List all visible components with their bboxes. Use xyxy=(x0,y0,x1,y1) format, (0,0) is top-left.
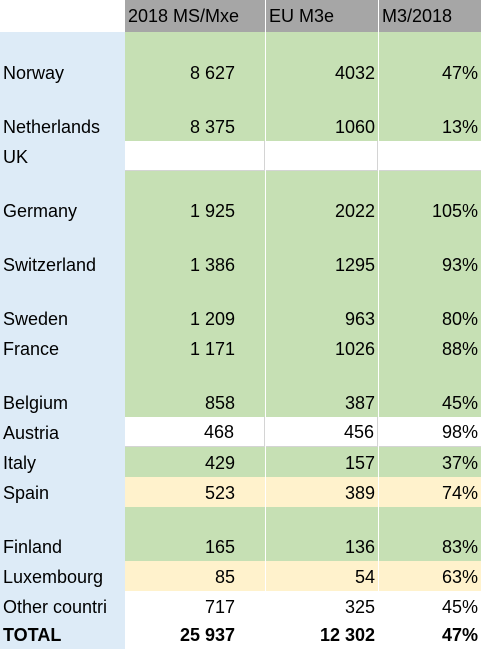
total-eu-cell[interactable]: 12 302 xyxy=(266,621,378,649)
ms-cell[interactable]: 165 xyxy=(125,507,265,561)
ratio-cell[interactable]: 45% xyxy=(379,363,481,417)
ms-cell[interactable]: 1 209 xyxy=(125,279,265,333)
header-m3-2018[interactable]: M3/2018 xyxy=(379,0,481,32)
ratio-cell[interactable]: 105% xyxy=(379,171,481,225)
table-row: Italy 429 157 37% xyxy=(0,447,481,477)
ms-cell[interactable]: 429 xyxy=(125,447,265,477)
ms-cell[interactable]: 85 xyxy=(125,561,265,591)
table-row: Spain 523 389 74% xyxy=(0,477,481,507)
ratio-cell[interactable]: 98% xyxy=(379,417,481,447)
ratio-cell[interactable]: 63% xyxy=(379,561,481,591)
table-row: Other countri 717 325 45% xyxy=(0,591,481,621)
ratio-cell[interactable]: 93% xyxy=(379,225,481,279)
country-cell[interactable]: Sweden xyxy=(0,279,125,333)
header-row: 2018 MS/Mxe EU M3e M3/2018 xyxy=(0,0,481,32)
eu-cell[interactable]: 389 xyxy=(266,477,378,507)
ms-cell[interactable]: 1 386 xyxy=(125,225,265,279)
table-row: Netherlands 8 375 1060 13% xyxy=(0,87,481,141)
ms-cell[interactable]: 1 925 xyxy=(125,171,265,225)
country-cell[interactable]: UK xyxy=(0,141,125,171)
ms-cell[interactable]: 8 375 xyxy=(125,87,265,141)
country-cell[interactable]: Spain xyxy=(0,477,125,507)
table-row: Belgium 858 387 45% xyxy=(0,363,481,417)
ms-cell[interactable]: 1 171 xyxy=(125,333,265,363)
ratio-cell[interactable]: 74% xyxy=(379,477,481,507)
country-cell[interactable]: Finland xyxy=(0,507,125,561)
country-cell[interactable]: Germany xyxy=(0,171,125,225)
country-cell[interactable]: Italy xyxy=(0,447,125,477)
country-cell[interactable]: Belgium xyxy=(0,363,125,417)
ms-cell[interactable] xyxy=(125,141,265,171)
country-cell[interactable]: Netherlands xyxy=(0,87,125,141)
table-row: Finland 165 136 83% xyxy=(0,507,481,561)
ratio-cell[interactable]: 37% xyxy=(379,447,481,477)
table-row: Norway 8 627 4032 47% xyxy=(0,32,481,87)
eu-cell[interactable]: 157 xyxy=(266,447,378,477)
eu-cell[interactable]: 1026 xyxy=(266,333,378,363)
eu-cell[interactable]: 963 xyxy=(266,279,378,333)
ms-cell[interactable]: 858 xyxy=(125,363,265,417)
eu-cell[interactable]: 456 xyxy=(266,417,378,447)
ratio-cell[interactable]: 47% xyxy=(379,32,481,87)
ratio-cell[interactable]: 83% xyxy=(379,507,481,561)
eu-cell[interactable] xyxy=(266,141,378,171)
ratio-cell[interactable]: 13% xyxy=(379,87,481,141)
total-row: TOTAL 25 937 12 302 47% xyxy=(0,621,481,649)
table-row: Luxembourg 85 54 63% xyxy=(0,561,481,591)
country-cell[interactable]: Switzerland xyxy=(0,225,125,279)
total-label-cell[interactable]: TOTAL xyxy=(0,621,125,649)
ms-cell[interactable]: 8 627 xyxy=(125,32,265,87)
ratio-cell[interactable]: 80% xyxy=(379,279,481,333)
country-cell[interactable]: Norway xyxy=(0,32,125,87)
total-ms-cell[interactable]: 25 937 xyxy=(125,621,265,649)
table-row: Sweden 1 209 963 80% xyxy=(0,279,481,333)
eu-cell[interactable]: 1295 xyxy=(266,225,378,279)
header-eu-m3e[interactable]: EU M3e xyxy=(266,0,378,32)
ms-cell[interactable]: 523 xyxy=(125,477,265,507)
eu-cell[interactable]: 1060 xyxy=(266,87,378,141)
ms-cell[interactable]: 468 xyxy=(125,417,265,447)
table-row: UK xyxy=(0,141,481,171)
eu-cell[interactable]: 4032 xyxy=(266,32,378,87)
country-cell[interactable]: France xyxy=(0,333,125,363)
eu-cell[interactable]: 54 xyxy=(266,561,378,591)
country-cell[interactable]: Luxembourg xyxy=(0,561,125,591)
country-cell[interactable]: Other countri xyxy=(0,591,125,621)
header-corner-cell[interactable] xyxy=(0,0,125,32)
ms-cell[interactable]: 717 xyxy=(125,591,265,621)
eu-cell[interactable]: 325 xyxy=(266,591,378,621)
eu-cell[interactable]: 2022 xyxy=(266,171,378,225)
ratio-cell[interactable] xyxy=(379,141,481,171)
ratio-cell[interactable]: 88% xyxy=(379,333,481,363)
ratio-cell[interactable]: 45% xyxy=(379,591,481,621)
table-row: France 1 171 1026 88% xyxy=(0,333,481,363)
table-row: Germany 1 925 2022 105% xyxy=(0,171,481,225)
table-row: Switzerland 1 386 1295 93% xyxy=(0,225,481,279)
country-cell[interactable]: Austria xyxy=(0,417,125,447)
eu-cell[interactable]: 387 xyxy=(266,363,378,417)
table-row: Austria 468 456 98% xyxy=(0,417,481,447)
header-2018-ms[interactable]: 2018 MS/Mxe xyxy=(125,0,265,32)
eu-cell[interactable]: 136 xyxy=(266,507,378,561)
total-ratio-cell[interactable]: 47% xyxy=(379,621,481,649)
